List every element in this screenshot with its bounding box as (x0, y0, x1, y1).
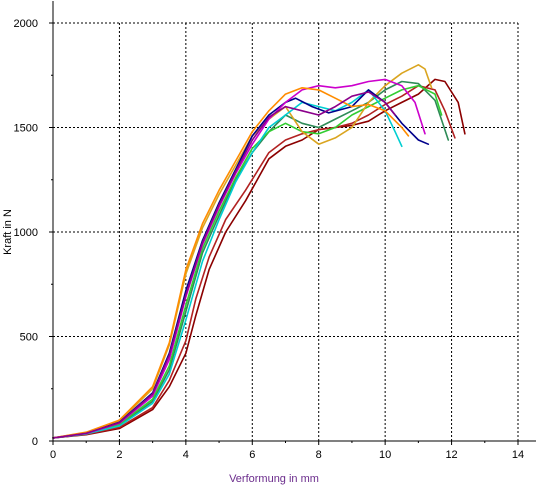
series-line-1 (52, 78, 466, 439)
series-line-8 (52, 78, 426, 439)
series-line-7 (52, 89, 430, 439)
y-tick-label: 2000 (14, 18, 38, 30)
series-line-10 (52, 91, 396, 439)
series-line-4 (52, 84, 443, 439)
series-line-9 (52, 87, 410, 439)
x-tick-label: 0 (50, 449, 56, 461)
axes-layer: 0 2 4 6 8 10 12 14 0 500 1000 1500 2000 (14, 1, 536, 461)
x-tick-label: 12 (445, 449, 457, 461)
series-line-3 (52, 80, 450, 439)
y-axis-title: Kraft in N (2, 209, 14, 255)
x-tick-label: 4 (183, 449, 189, 461)
x-tick-label: 10 (379, 449, 391, 461)
y-tick-label: 0 (32, 436, 38, 448)
y-tick-label: 500 (20, 332, 38, 344)
x-tick-label: 14 (512, 449, 524, 461)
x-tick-label: 8 (316, 449, 322, 461)
x-tick-label: 2 (116, 449, 122, 461)
series-line-5 (52, 64, 433, 439)
x-axis-title: Verformung in mm (229, 473, 319, 485)
x-tick-label: 6 (249, 449, 255, 461)
series-line-6 (52, 89, 403, 439)
y-tick-label: 1000 (14, 227, 38, 239)
y-tick-label: 1500 (14, 123, 38, 135)
series-layer (52, 64, 466, 439)
